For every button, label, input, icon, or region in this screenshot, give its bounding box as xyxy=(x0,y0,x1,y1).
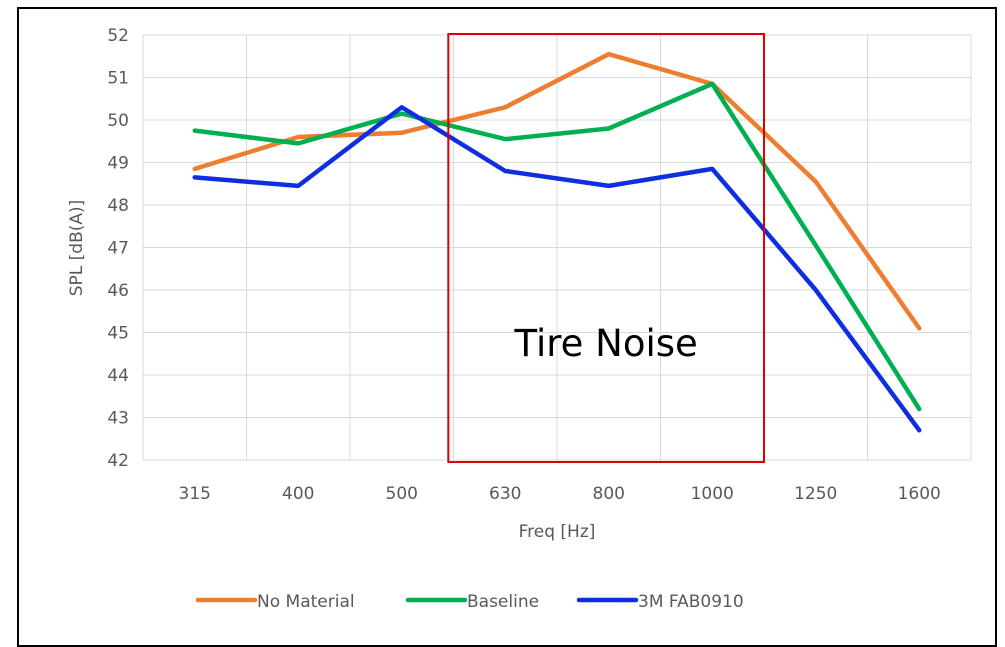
chart-frame xyxy=(17,7,997,647)
x-tick-label: 1000 xyxy=(691,484,734,504)
line-chart: 42 43 44 45 46 47 48 49 50 51 52 315 400 500 630 800 10… xyxy=(67,26,972,612)
y-tick-label: 44 xyxy=(107,366,129,386)
x-tick-label: 1250 xyxy=(794,484,837,504)
legend-label: No Material xyxy=(257,592,355,612)
x-tick-label: 630 xyxy=(489,484,521,504)
y-tick-label: 51 xyxy=(107,69,129,89)
gridlines xyxy=(142,34,972,461)
x-tick-label: 400 xyxy=(282,484,314,504)
y-tick-label: 50 xyxy=(107,111,129,131)
y-tick-label: 49 xyxy=(107,154,129,174)
legend-label: Baseline xyxy=(467,592,539,612)
x-axis-label: Freq [Hz] xyxy=(519,522,596,542)
annotation-layer: Tire Noise xyxy=(447,33,765,463)
series-lines xyxy=(192,51,922,433)
tire-noise-label: Tire Noise xyxy=(514,322,698,365)
y-axis-label: SPL [dB(A)] xyxy=(67,200,87,297)
legend-label: 3M FAB0910 xyxy=(638,592,744,612)
series-line-baseline xyxy=(192,81,922,412)
y-tick-label: 47 xyxy=(107,239,129,259)
tire-noise-box xyxy=(447,33,765,463)
x-tick-label: 315 xyxy=(179,484,211,504)
x-tick-label: 1600 xyxy=(898,484,941,504)
y-tick-label: 52 xyxy=(107,26,129,46)
x-tick-label: 500 xyxy=(386,484,418,504)
y-tick-label: 45 xyxy=(107,324,129,344)
series-line-3m-fab0910 xyxy=(192,105,922,433)
legend: No Material Baseline 3M FAB0910 xyxy=(195,592,744,612)
x-tick-label: 800 xyxy=(593,484,625,504)
y-tick-label: 46 xyxy=(107,281,129,301)
y-tick-labels: 42 43 44 45 46 47 48 49 50 51 52 xyxy=(107,26,129,471)
y-tick-label: 48 xyxy=(107,196,129,216)
x-tick-labels: 315 400 500 630 800 1000 1250 1600 xyxy=(179,484,941,504)
y-tick-label: 42 xyxy=(107,451,129,471)
y-tick-label: 43 xyxy=(107,409,129,429)
